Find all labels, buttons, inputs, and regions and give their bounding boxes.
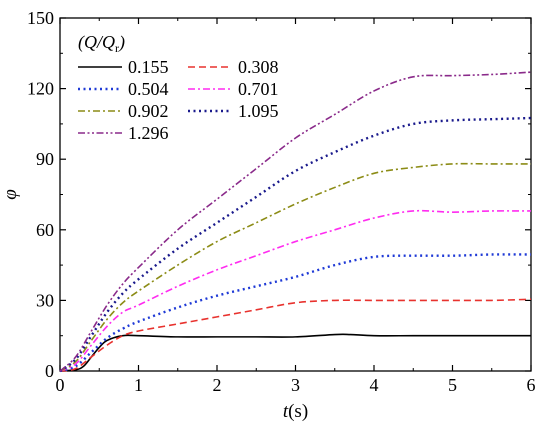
y-tick-label: 30 [36,290,54,310]
x-axis-label: t(s) [283,401,308,422]
y-tick-label: 120 [27,79,54,99]
x-tick-label: 2 [213,375,222,395]
legend-label: 0.155 [128,57,169,77]
legend: (Q/Qr)0.155 0.308 0.504 0.701 0.902 1.095 1.29… [78,32,279,143]
x-tick-label: 3 [291,375,300,395]
legend-label: 0.902 [128,101,169,121]
y-axis-label: φ [0,189,21,200]
y-tick-label: 90 [36,149,54,169]
y-tick-label: 60 [36,220,54,240]
legend-label: 0.701 [238,79,279,99]
y-tick-label: 150 [27,8,54,28]
legend-label: 1.095 [238,101,279,121]
legend-title: (Q/Qr) [78,32,125,55]
legend-label: 1.296 [128,123,169,143]
x-tick-label: 1 [134,375,143,395]
x-tick-label: 0 [56,375,65,395]
series-line-1-296 [59,71,532,372]
series-line-0-504 [59,253,532,373]
y-tick-label: 0 [45,361,54,381]
series-layer [59,71,532,373]
x-tick-label: 4 [370,375,379,395]
legend-label: 0.308 [238,57,279,77]
x-tick-label: 5 [448,375,457,395]
x-tick-label: 6 [527,375,536,395]
series-line-1-095 [59,116,532,372]
series-line-0-701 [59,209,532,372]
series-line-0-902 [59,162,531,372]
legend-label: 0.504 [128,79,169,99]
series-line-0-308 [59,298,532,372]
